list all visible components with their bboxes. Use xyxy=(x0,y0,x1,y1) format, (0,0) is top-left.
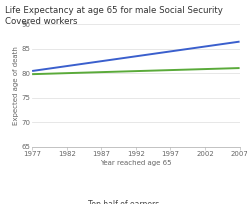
X-axis label: Year reached age 65: Year reached age 65 xyxy=(100,160,172,166)
Legend: Top half of earners, Bottom half of earners: Top half of earners, Bottom half of earn… xyxy=(67,197,177,204)
Text: Life Expectancy at age 65 for male Social Security Covered workers: Life Expectancy at age 65 for male Socia… xyxy=(5,6,223,26)
Y-axis label: Expected age of death: Expected age of death xyxy=(13,46,19,125)
